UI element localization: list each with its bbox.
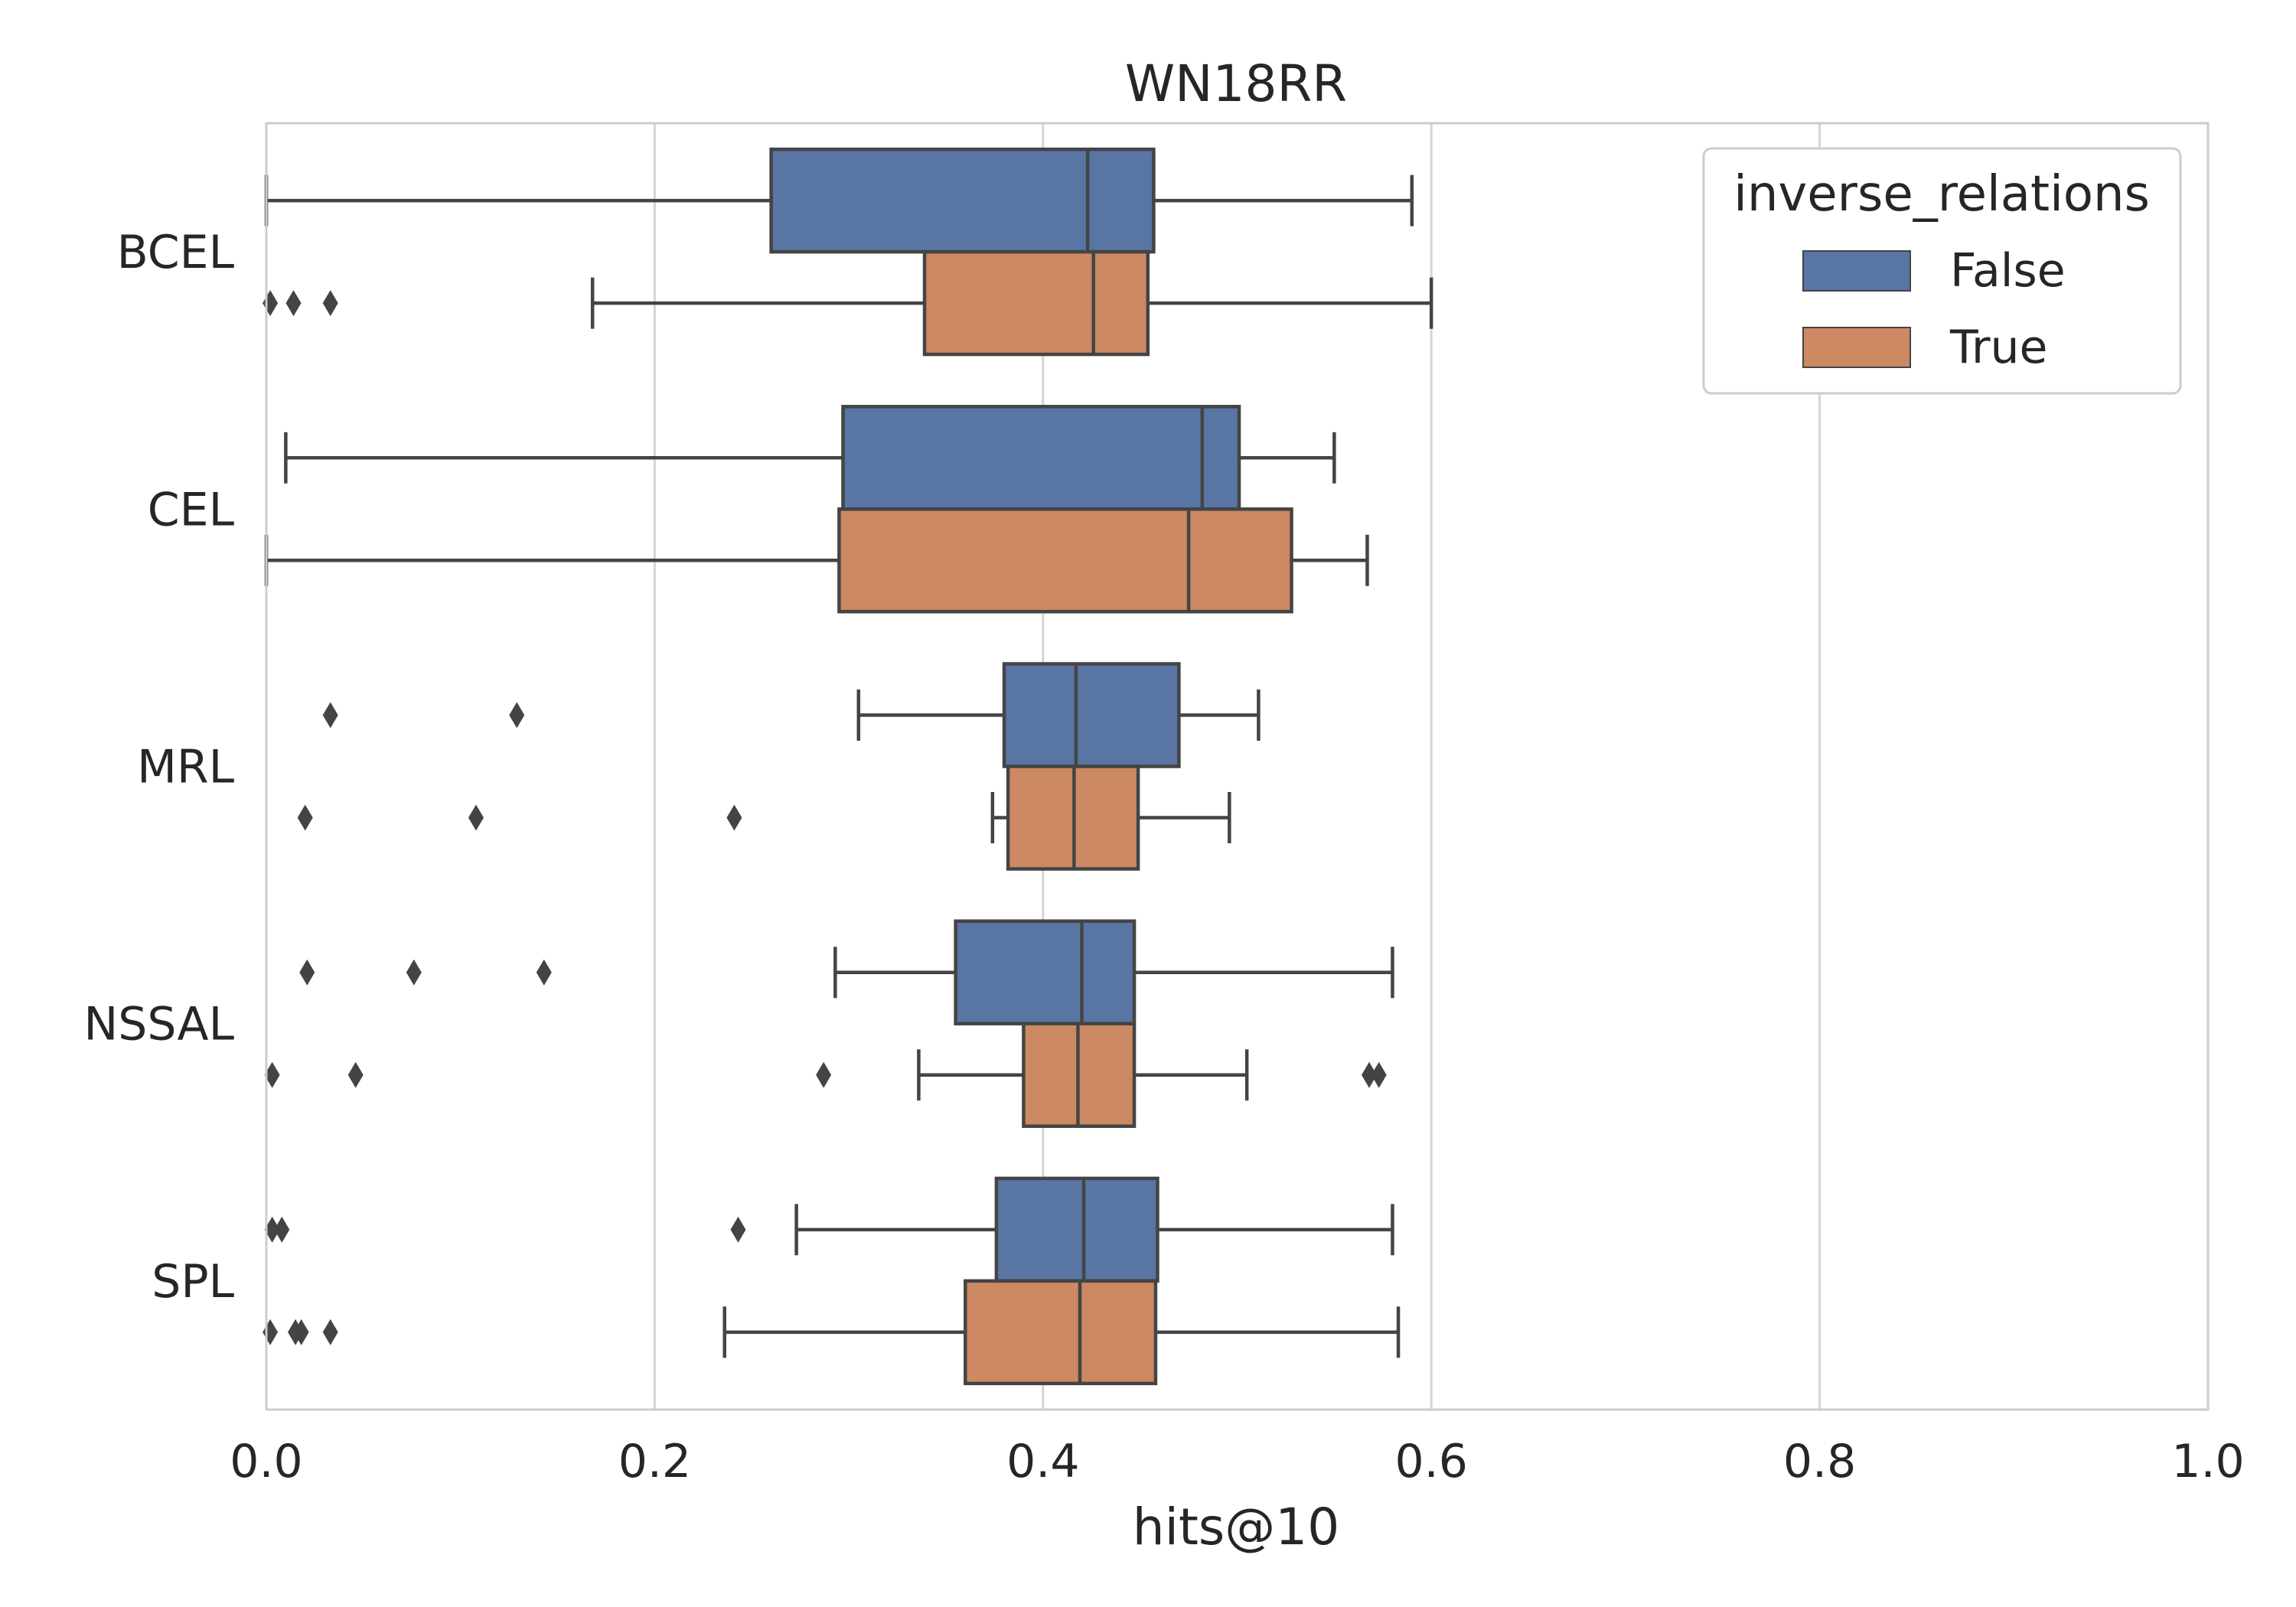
outlier-marker bbox=[468, 804, 484, 831]
box-group-mrl-false bbox=[322, 662, 1261, 768]
box-iqr bbox=[994, 1176, 1159, 1283]
outlier-marker bbox=[299, 959, 315, 986]
box-group-bcel-false bbox=[264, 147, 1414, 254]
y-tick-label: MRL bbox=[137, 741, 234, 794]
y-tick-label: SPL bbox=[152, 1255, 234, 1309]
box-iqr bbox=[837, 507, 1293, 614]
legend-swatch-false bbox=[1802, 250, 1911, 292]
x-tick-label: 0.2 bbox=[618, 1435, 691, 1488]
outlier-marker bbox=[536, 959, 552, 986]
box-iqr bbox=[841, 405, 1241, 511]
outlier-marker bbox=[322, 702, 338, 729]
outlier-marker bbox=[816, 1061, 832, 1088]
legend-label-false: False bbox=[1950, 244, 2066, 298]
y-tick-label: BCEL bbox=[117, 226, 235, 279]
box-group-nssal-false bbox=[299, 919, 1394, 1025]
outlier-marker bbox=[264, 1061, 280, 1088]
box-iqr bbox=[922, 249, 1150, 357]
outlier-marker bbox=[347, 1061, 364, 1088]
chart-title: WN18RR bbox=[1125, 54, 1347, 113]
x-tick-label: 0.0 bbox=[230, 1435, 302, 1488]
legend-label-true: True bbox=[1949, 321, 2047, 374]
box-group-spl-false bbox=[264, 1176, 1394, 1283]
box-iqr bbox=[954, 919, 1137, 1025]
plot-frame bbox=[265, 122, 2210, 1411]
x-axis-label: hits@10 bbox=[1133, 1498, 1339, 1556]
outlier-marker bbox=[406, 959, 422, 986]
outlier-marker bbox=[726, 804, 742, 831]
outlier-marker bbox=[297, 804, 313, 831]
x-tick-label: 0.8 bbox=[1783, 1435, 1856, 1488]
outlier-marker bbox=[730, 1216, 746, 1243]
x-tick-label: 1.0 bbox=[2171, 1435, 2244, 1488]
box-iqr bbox=[769, 147, 1156, 254]
outlier-marker bbox=[1371, 1061, 1387, 1088]
box-iqr bbox=[964, 1279, 1158, 1386]
outlier-marker bbox=[1362, 1061, 1378, 1088]
outlier-marker bbox=[293, 1319, 309, 1345]
outlier-marker bbox=[322, 1319, 338, 1345]
outlier-marker bbox=[264, 1216, 280, 1243]
y-tick-label: CEL bbox=[148, 483, 235, 536]
box-group-mrl-true bbox=[297, 764, 1231, 871]
outlier-marker bbox=[509, 702, 525, 729]
outlier-marker bbox=[322, 290, 338, 317]
y-tick-label: NSSAL bbox=[83, 998, 234, 1051]
outlier-marker bbox=[285, 290, 302, 317]
outlier-marker bbox=[274, 1216, 290, 1243]
box-group-nssal-true bbox=[264, 1022, 1387, 1128]
x-tick-label: 0.4 bbox=[1006, 1435, 1079, 1488]
x-tick-labels: 0.0 0.2 0.4 0.6 0.8 1.0 bbox=[230, 1435, 2244, 1488]
box-iqr bbox=[1002, 662, 1181, 768]
x-tick-label: 0.6 bbox=[1394, 1435, 1467, 1488]
y-tick-labels: BCEL CEL MRL NSSAL SPL bbox=[83, 226, 234, 1309]
legend: inverse_relations False True bbox=[1702, 147, 2182, 395]
box-plots bbox=[263, 147, 1433, 1386]
legend-title: inverse_relations bbox=[1733, 166, 2150, 223]
box-group-bcel-true bbox=[263, 249, 1433, 357]
legend-swatch-true bbox=[1802, 327, 1911, 368]
